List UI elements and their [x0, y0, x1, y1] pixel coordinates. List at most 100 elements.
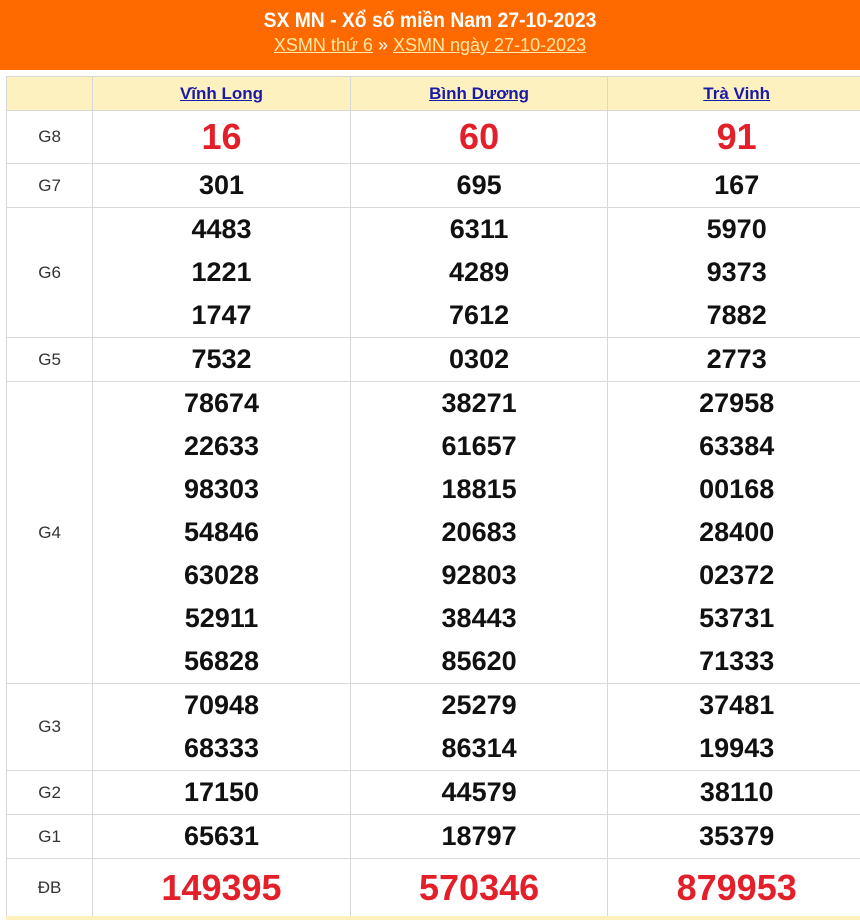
prize-number: 92803 — [441, 560, 517, 590]
link-weekday[interactable]: XSMN thứ 6 — [273, 35, 373, 55]
prize-number: 38443 — [441, 603, 517, 633]
prize-number: 44579 — [441, 777, 517, 807]
prize-number: 37481 — [699, 690, 775, 720]
prize-label: G2 — [5, 770, 94, 815]
prize-cell: 37481 19943 — [607, 683, 860, 771]
prize-number: 27958 — [699, 388, 775, 418]
corner-cell — [5, 76, 94, 111]
prize-number: 00168 — [699, 474, 775, 504]
prize-row-g1: G1 65631 18797 35379 — [5, 814, 860, 859]
prize-cell: 167 — [607, 163, 860, 208]
prize-number: 2773 — [706, 344, 767, 374]
prize-number: 879953 — [676, 867, 797, 908]
prize-number: 7612 — [449, 300, 510, 330]
prize-number: 68333 — [183, 733, 260, 763]
prize-cell: 5970 9373 7882 — [607, 207, 860, 338]
prize-number: 4483 — [191, 214, 252, 244]
prize-number: 5970 — [706, 214, 767, 244]
prize-number: 85620 — [441, 646, 517, 676]
prize-cell: 6311 4289 7612 — [349, 207, 609, 338]
prize-label: G3 — [5, 683, 94, 771]
prize-number: 02372 — [699, 560, 775, 590]
prize-number: 98303 — [183, 474, 260, 504]
prize-number: 695 — [456, 170, 502, 200]
prize-cell: 695 — [349, 163, 609, 208]
breadcrumb-separator: » — [377, 35, 388, 55]
prize-cell: 17150 — [92, 770, 351, 815]
prize-label: G8 — [5, 110, 94, 164]
prize-cell: 44579 — [349, 770, 609, 815]
results-table: Vĩnh Long Bình Dương Trà Vinh G8 16 60 91 G7… — [5, 76, 860, 920]
prize-label: G4 — [5, 381, 94, 684]
page-title: SX MN - Xổ số miền Nam 27-10-2023 — [263, 9, 597, 32]
prize-number: 28400 — [699, 517, 775, 547]
prize-number: 78674 — [183, 388, 260, 418]
prize-number: 4289 — [449, 257, 510, 287]
prize-cell: 38271 61657 18815 20683 92803 38443 85620 — [349, 381, 609, 684]
prize-number: 25279 — [441, 690, 517, 720]
prize-number: 19943 — [699, 733, 775, 763]
prize-cell: 149395 — [92, 858, 351, 920]
prize-number: 60 — [459, 116, 500, 157]
prize-number: 65631 — [183, 821, 260, 851]
prize-number: 167 — [714, 170, 760, 200]
province-link[interactable]: Vĩnh Long — [179, 83, 264, 103]
prize-cell: 4483 1221 1747 — [92, 207, 351, 338]
prize-cell: 78674 22633 98303 54846 63028 52911 56828 — [92, 381, 351, 684]
province-header: Vĩnh Long — [92, 76, 351, 111]
prize-cell: 0302 — [349, 337, 609, 382]
prize-number: 56828 — [183, 646, 260, 676]
prize-cell: 879953 — [607, 858, 860, 920]
prize-number: 9373 — [706, 257, 767, 287]
prize-number: 70948 — [183, 690, 260, 720]
prize-number: 6311 — [449, 214, 509, 244]
province-link[interactable]: Trà Vinh — [703, 83, 771, 103]
prize-row-đb: ĐB 149395 570346 879953 — [5, 858, 860, 920]
results-header: SX MN - Xổ số miền Nam 27-10-2023 XSMN t… — [0, 0, 860, 70]
province-header-row: Vĩnh Long Bình Dương Trà Vinh — [5, 76, 860, 111]
prize-row-g3: G3 70948 68333 25279 86314 37481 19943 — [5, 683, 860, 771]
prize-label: G1 — [5, 814, 94, 859]
prize-cell: 16 — [92, 110, 351, 164]
link-date[interactable]: XSMN ngày 27-10-2023 — [393, 35, 587, 55]
prize-cell: 91 — [607, 110, 860, 164]
prize-label: G5 — [5, 337, 94, 382]
breadcrumb: XSMN thứ 6 » XSMN ngày 27-10-2023 — [0, 33, 860, 57]
province-header: Bình Dương — [349, 76, 609, 111]
prize-number: 18797 — [441, 821, 517, 851]
prize-number: 38271 — [441, 388, 517, 418]
prize-number: 86314 — [441, 733, 517, 763]
province-link[interactable]: Bình Dương — [429, 83, 530, 103]
prize-cell: 27958 63384 00168 28400 02372 53731 71333 — [607, 381, 860, 684]
prize-number: 570346 — [419, 867, 540, 908]
prize-row-g7: G7 301 695 167 — [5, 163, 860, 208]
prize-number: 20683 — [441, 517, 517, 547]
prize-cell: 35379 — [607, 814, 860, 859]
prize-label: G6 — [5, 207, 94, 338]
prize-number: 61657 — [441, 431, 517, 461]
prize-label: G7 — [5, 163, 94, 208]
prize-row-g2: G2 17150 44579 38110 — [5, 770, 860, 815]
prize-number: 63384 — [699, 431, 775, 461]
prize-number: 38110 — [699, 777, 774, 807]
prize-number: 53731 — [699, 603, 775, 633]
prize-cell: 2773 — [607, 337, 860, 382]
prize-number: 16 — [201, 116, 242, 157]
prize-row-g8: G8 16 60 91 — [5, 110, 860, 164]
prize-cell: 38110 — [607, 770, 860, 815]
prize-number: 35379 — [699, 821, 775, 851]
prize-number: 71333 — [699, 646, 775, 676]
prize-row-g4: G4 78674 22633 98303 54846 63028 52911 56828 382… — [5, 381, 860, 684]
prize-number: 52911 — [184, 603, 259, 633]
prize-number: 0302 — [449, 344, 510, 374]
prize-row-g5: G5 7532 0302 2773 — [5, 337, 860, 382]
prize-cell: 18797 — [349, 814, 609, 859]
prize-cell: 301 — [92, 163, 351, 208]
prize-number: 17150 — [183, 777, 260, 807]
prize-number: 91 — [716, 116, 757, 157]
prize-number: 63028 — [183, 560, 260, 590]
prize-cell: 7532 — [92, 337, 351, 382]
prize-number: 7882 — [706, 300, 767, 330]
prize-number: 7532 — [191, 344, 252, 374]
prize-cell: 60 — [349, 110, 609, 164]
